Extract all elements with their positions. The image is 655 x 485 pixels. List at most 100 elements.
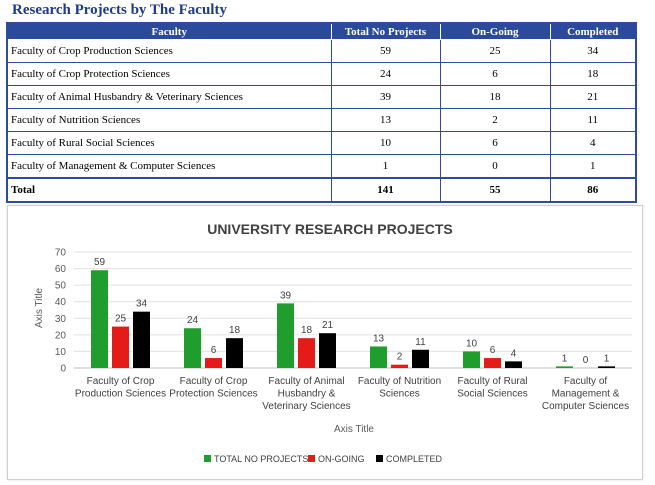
on-going-cell: 18 xyxy=(439,85,551,109)
y-tick-label: 0 xyxy=(60,364,66,375)
faculty-name-cell: Faculty of Rural Social Sciences xyxy=(6,131,332,155)
total-label-cell: Total xyxy=(6,177,332,203)
x-axis-title: Axis Title xyxy=(334,424,374,435)
bar xyxy=(112,326,129,368)
table-header-row: Faculty Total No Projects On-Going Compl… xyxy=(6,22,637,40)
data-label: 4 xyxy=(511,348,517,359)
legend-label: COMPLETED xyxy=(386,454,443,464)
on-going-cell: 0 xyxy=(439,154,551,179)
x-tick-label: Faculty of Animal Husbandry & Veterinary S… xyxy=(262,376,350,412)
bar xyxy=(412,349,429,368)
completed-cell: 11 xyxy=(549,108,637,132)
data-label: 39 xyxy=(280,290,292,301)
completed-cell: 1 xyxy=(549,154,637,179)
faculty-name-cell: Faculty of Animal Husbandry & Veterinary… xyxy=(6,85,332,109)
completed-cell: 34 xyxy=(549,39,637,63)
data-label: 6 xyxy=(211,345,217,356)
legend-swatch xyxy=(308,455,315,462)
table-row: Faculty of Animal Husbandry & Veterinary… xyxy=(6,85,637,109)
total-cell: 39 xyxy=(330,85,441,109)
header-completed: Completed xyxy=(549,22,637,40)
legend-swatch xyxy=(204,455,211,462)
total-cell: 59 xyxy=(330,39,441,63)
faculty-name-cell: Faculty of Nutrition Sciences xyxy=(6,108,332,132)
bar xyxy=(184,328,201,368)
bar xyxy=(391,364,408,368)
legend-label: TOTAL NO PROJECTS xyxy=(214,454,308,464)
data-label: 1 xyxy=(562,353,568,364)
table-row: Faculty of Crop Protection Sciences 24 6… xyxy=(6,62,637,86)
legend-label: ON-GOING xyxy=(318,454,365,464)
data-label: 24 xyxy=(187,315,199,326)
data-label: 34 xyxy=(136,299,148,310)
page-title: Research Projects by The Faculty xyxy=(12,2,227,18)
chart-container: UNIVERSITY RESEARCH PROJECTS 0 10 20 30 40 50… xyxy=(7,205,643,480)
bar xyxy=(598,366,615,368)
y-tick-label: 20 xyxy=(55,330,67,341)
y-tick-label: 30 xyxy=(55,314,67,325)
data-label: 13 xyxy=(373,333,385,344)
x-tick-label: Faculty of Rural Social Sciences xyxy=(457,376,528,400)
on-going-cell: 6 xyxy=(439,131,551,155)
completed-cell: 4 xyxy=(549,131,637,155)
bar xyxy=(277,303,294,368)
on-going-cell: 25 xyxy=(439,39,551,63)
x-tick-label: Faculty of Crop Protection Sciences xyxy=(169,376,257,400)
data-label: 21 xyxy=(322,320,334,331)
chart-title: UNIVERSITY RESEARCH PROJECTS xyxy=(207,221,453,237)
table-row: Faculty of Rural Social Sciences 10 6 4 xyxy=(6,131,637,155)
total-completed-sum: 86 xyxy=(549,177,637,203)
data-label: 11 xyxy=(415,337,426,348)
y-tick-label: 70 xyxy=(55,248,67,259)
bar xyxy=(484,358,501,368)
x-tick-label: Faculty of Crop Production Sciences xyxy=(75,376,166,400)
total-cell: 13 xyxy=(330,108,441,132)
header-on-going: On-Going xyxy=(439,22,551,40)
data-label: 18 xyxy=(229,325,241,336)
bar xyxy=(556,366,573,368)
data-label: 25 xyxy=(115,314,127,325)
on-going-cell: 6 xyxy=(439,62,551,86)
bar xyxy=(463,351,480,368)
table-row: Faculty of Nutrition Sciences 13 2 11 xyxy=(6,108,637,132)
y-tick-label: 40 xyxy=(55,297,67,308)
data-label: 10 xyxy=(466,338,478,349)
x-tick-label: Faculty of Management & Computer Sciences xyxy=(542,376,629,412)
data-label: 18 xyxy=(301,325,313,336)
faculty-name-cell: Faculty of Crop Production Sciences xyxy=(6,39,332,63)
bar xyxy=(319,333,336,368)
faculty-name-cell: Faculty of Crop Protection Sciences xyxy=(6,62,332,86)
data-label: 2 xyxy=(397,352,403,363)
data-label: 6 xyxy=(490,345,496,356)
data-label: 0 xyxy=(583,355,589,366)
y-axis-title: Axis Title xyxy=(34,288,45,328)
x-tick-label: Faculty of Nutrition Sciences xyxy=(358,376,441,400)
on-going-cell: 2 xyxy=(439,108,551,132)
bar xyxy=(298,338,315,368)
bar xyxy=(505,361,522,368)
table-total-row: Total 141 55 86 xyxy=(6,177,637,203)
table-row: Faculty of Management & Computer Science… xyxy=(6,154,637,179)
bar xyxy=(370,346,387,368)
table-row: Faculty of Crop Production Sciences 59 2… xyxy=(6,39,637,63)
total-projects-sum: 141 xyxy=(330,177,441,203)
header-faculty: Faculty xyxy=(6,22,332,40)
bar xyxy=(91,270,108,368)
completed-cell: 18 xyxy=(549,62,637,86)
bar xyxy=(226,338,243,368)
total-on-going-sum: 55 xyxy=(439,177,551,203)
data-label: 59 xyxy=(94,257,106,268)
bar xyxy=(205,358,222,368)
faculty-name-cell: Faculty of Management & Computer Science… xyxy=(6,154,332,179)
research-projects-chart: UNIVERSITY RESEARCH PROJECTS 01020304050… xyxy=(34,221,632,464)
legend-swatch xyxy=(376,455,383,462)
bar xyxy=(133,311,150,368)
header-total-projects: Total No Projects xyxy=(330,22,441,40)
total-cell: 24 xyxy=(330,62,441,86)
completed-cell: 21 xyxy=(549,85,637,109)
faculty-projects-table: Faculty Total No Projects On-Going Compl… xyxy=(6,22,637,203)
y-tick-label: 10 xyxy=(55,347,67,358)
y-tick-label: 50 xyxy=(55,281,67,292)
total-cell: 1 xyxy=(330,154,441,179)
y-tick-label: 60 xyxy=(55,264,67,275)
